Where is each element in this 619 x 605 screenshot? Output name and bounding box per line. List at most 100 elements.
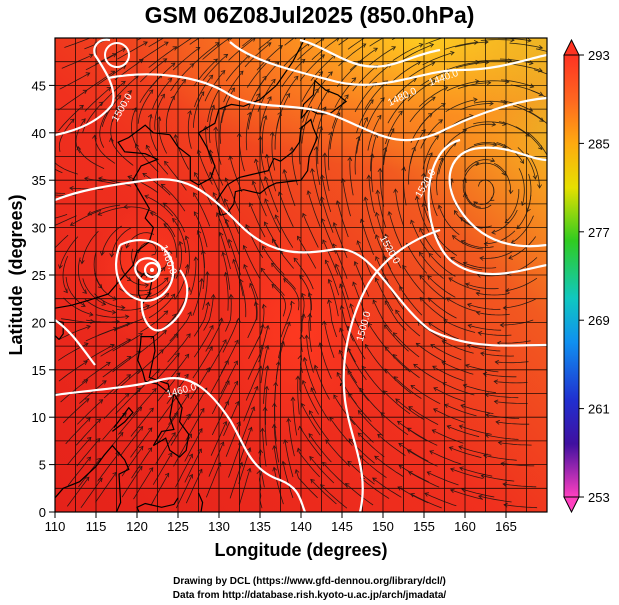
streamline-arrow (380, 412, 385, 417)
streamline-arrow (382, 146, 388, 152)
streamline (465, 364, 499, 373)
x-tick-label: 140 (290, 519, 312, 534)
streamline-arrow (84, 398, 90, 403)
streamline (357, 410, 384, 437)
streamline (416, 196, 430, 232)
streamline (85, 70, 115, 92)
streamline-arrow (357, 60, 363, 65)
colorbar-tick-label: 277 (588, 225, 610, 240)
streamline (508, 236, 537, 259)
streamline (94, 293, 125, 309)
streamline-arrow (145, 144, 151, 150)
streamline (409, 96, 436, 123)
streamline (328, 299, 337, 338)
streamline (445, 99, 478, 113)
streamline (158, 116, 168, 154)
streamline (370, 153, 374, 193)
streamline-arrow (318, 342, 323, 347)
streamline-arrow (480, 351, 485, 357)
streamline (103, 393, 130, 420)
streamline-arrow (162, 58, 168, 63)
streamline-arrow (299, 125, 304, 131)
streamline-arrow (216, 212, 221, 217)
streamline (311, 168, 322, 206)
streamline (500, 79, 534, 88)
streamline (293, 257, 314, 290)
streamline (112, 90, 132, 122)
streamline-arrow (188, 473, 193, 479)
streamline-arrow (475, 291, 481, 296)
streamline (130, 427, 153, 458)
streamline (498, 442, 532, 446)
streamline-arrow (160, 93, 165, 99)
streamline (427, 275, 456, 298)
streamline-arrow (164, 41, 169, 46)
streamline (192, 278, 203, 316)
streamline-arrow (374, 234, 380, 239)
streamline (420, 119, 443, 149)
streamline-arrow (421, 172, 426, 178)
streamline (429, 450, 462, 465)
streamline-arrow (328, 71, 333, 76)
streamline-arrow (398, 442, 403, 448)
streamline-arrow (377, 114, 382, 120)
streamline (395, 189, 405, 227)
height-contour (55, 178, 547, 347)
streamline-arrow (418, 251, 424, 257)
streamline-arrow (115, 319, 120, 325)
streamline (249, 283, 258, 321)
streamline-arrow (267, 96, 272, 101)
streamline (297, 376, 300, 415)
streamline (209, 172, 226, 207)
streamline (155, 432, 176, 465)
streamline-arrow (278, 45, 284, 50)
streamline-arrow (432, 365, 437, 371)
x-tick-label: 110 (45, 519, 66, 534)
streamline (494, 381, 528, 384)
streamline-arrow (99, 251, 105, 256)
streamline (348, 438, 375, 464)
streamline (438, 205, 460, 236)
streamline (86, 319, 120, 323)
streamline-arrow (537, 184, 542, 189)
colorbar-gradient (563, 54, 580, 498)
streamline (209, 150, 224, 186)
streamline-arrow (203, 125, 208, 131)
streamline (281, 59, 306, 88)
streamline (499, 58, 533, 64)
low-center-ring (104, 42, 130, 68)
streamline-arrow (322, 106, 327, 112)
streamline-arrow (347, 370, 352, 375)
streamline (387, 94, 411, 124)
streamline (148, 46, 177, 68)
streamline-arrow (454, 209, 459, 215)
streamline (60, 379, 88, 403)
streamline-arrow (281, 460, 286, 466)
streamline (81, 362, 111, 383)
streamline (283, 278, 300, 311)
typhoon-center-dot (150, 268, 154, 272)
streamline (152, 78, 173, 110)
streamline-arrow (143, 41, 148, 46)
streamline (119, 38, 122, 39)
streamline (82, 278, 106, 305)
streamline (139, 330, 167, 354)
streamline-arrow (516, 224, 521, 230)
streamline (58, 105, 84, 132)
streamline (185, 235, 190, 274)
streamline-arrow (308, 433, 313, 438)
streamline-arrow (121, 47, 127, 52)
y-tick-label: 25 (32, 268, 46, 283)
streamline-arrow (527, 38, 532, 43)
streamline-arrow (138, 426, 144, 431)
streamline-arrow (132, 107, 137, 112)
streamline (101, 225, 123, 256)
streamline-arrow (304, 334, 310, 339)
streamline (204, 70, 226, 102)
streamline-arrow (88, 53, 94, 59)
streamline-arrow (441, 103, 446, 108)
streamline-arrow (208, 74, 214, 80)
streamline-arrow (363, 116, 368, 122)
streamline-arrow (502, 482, 507, 487)
streamline-arrow (401, 166, 406, 172)
